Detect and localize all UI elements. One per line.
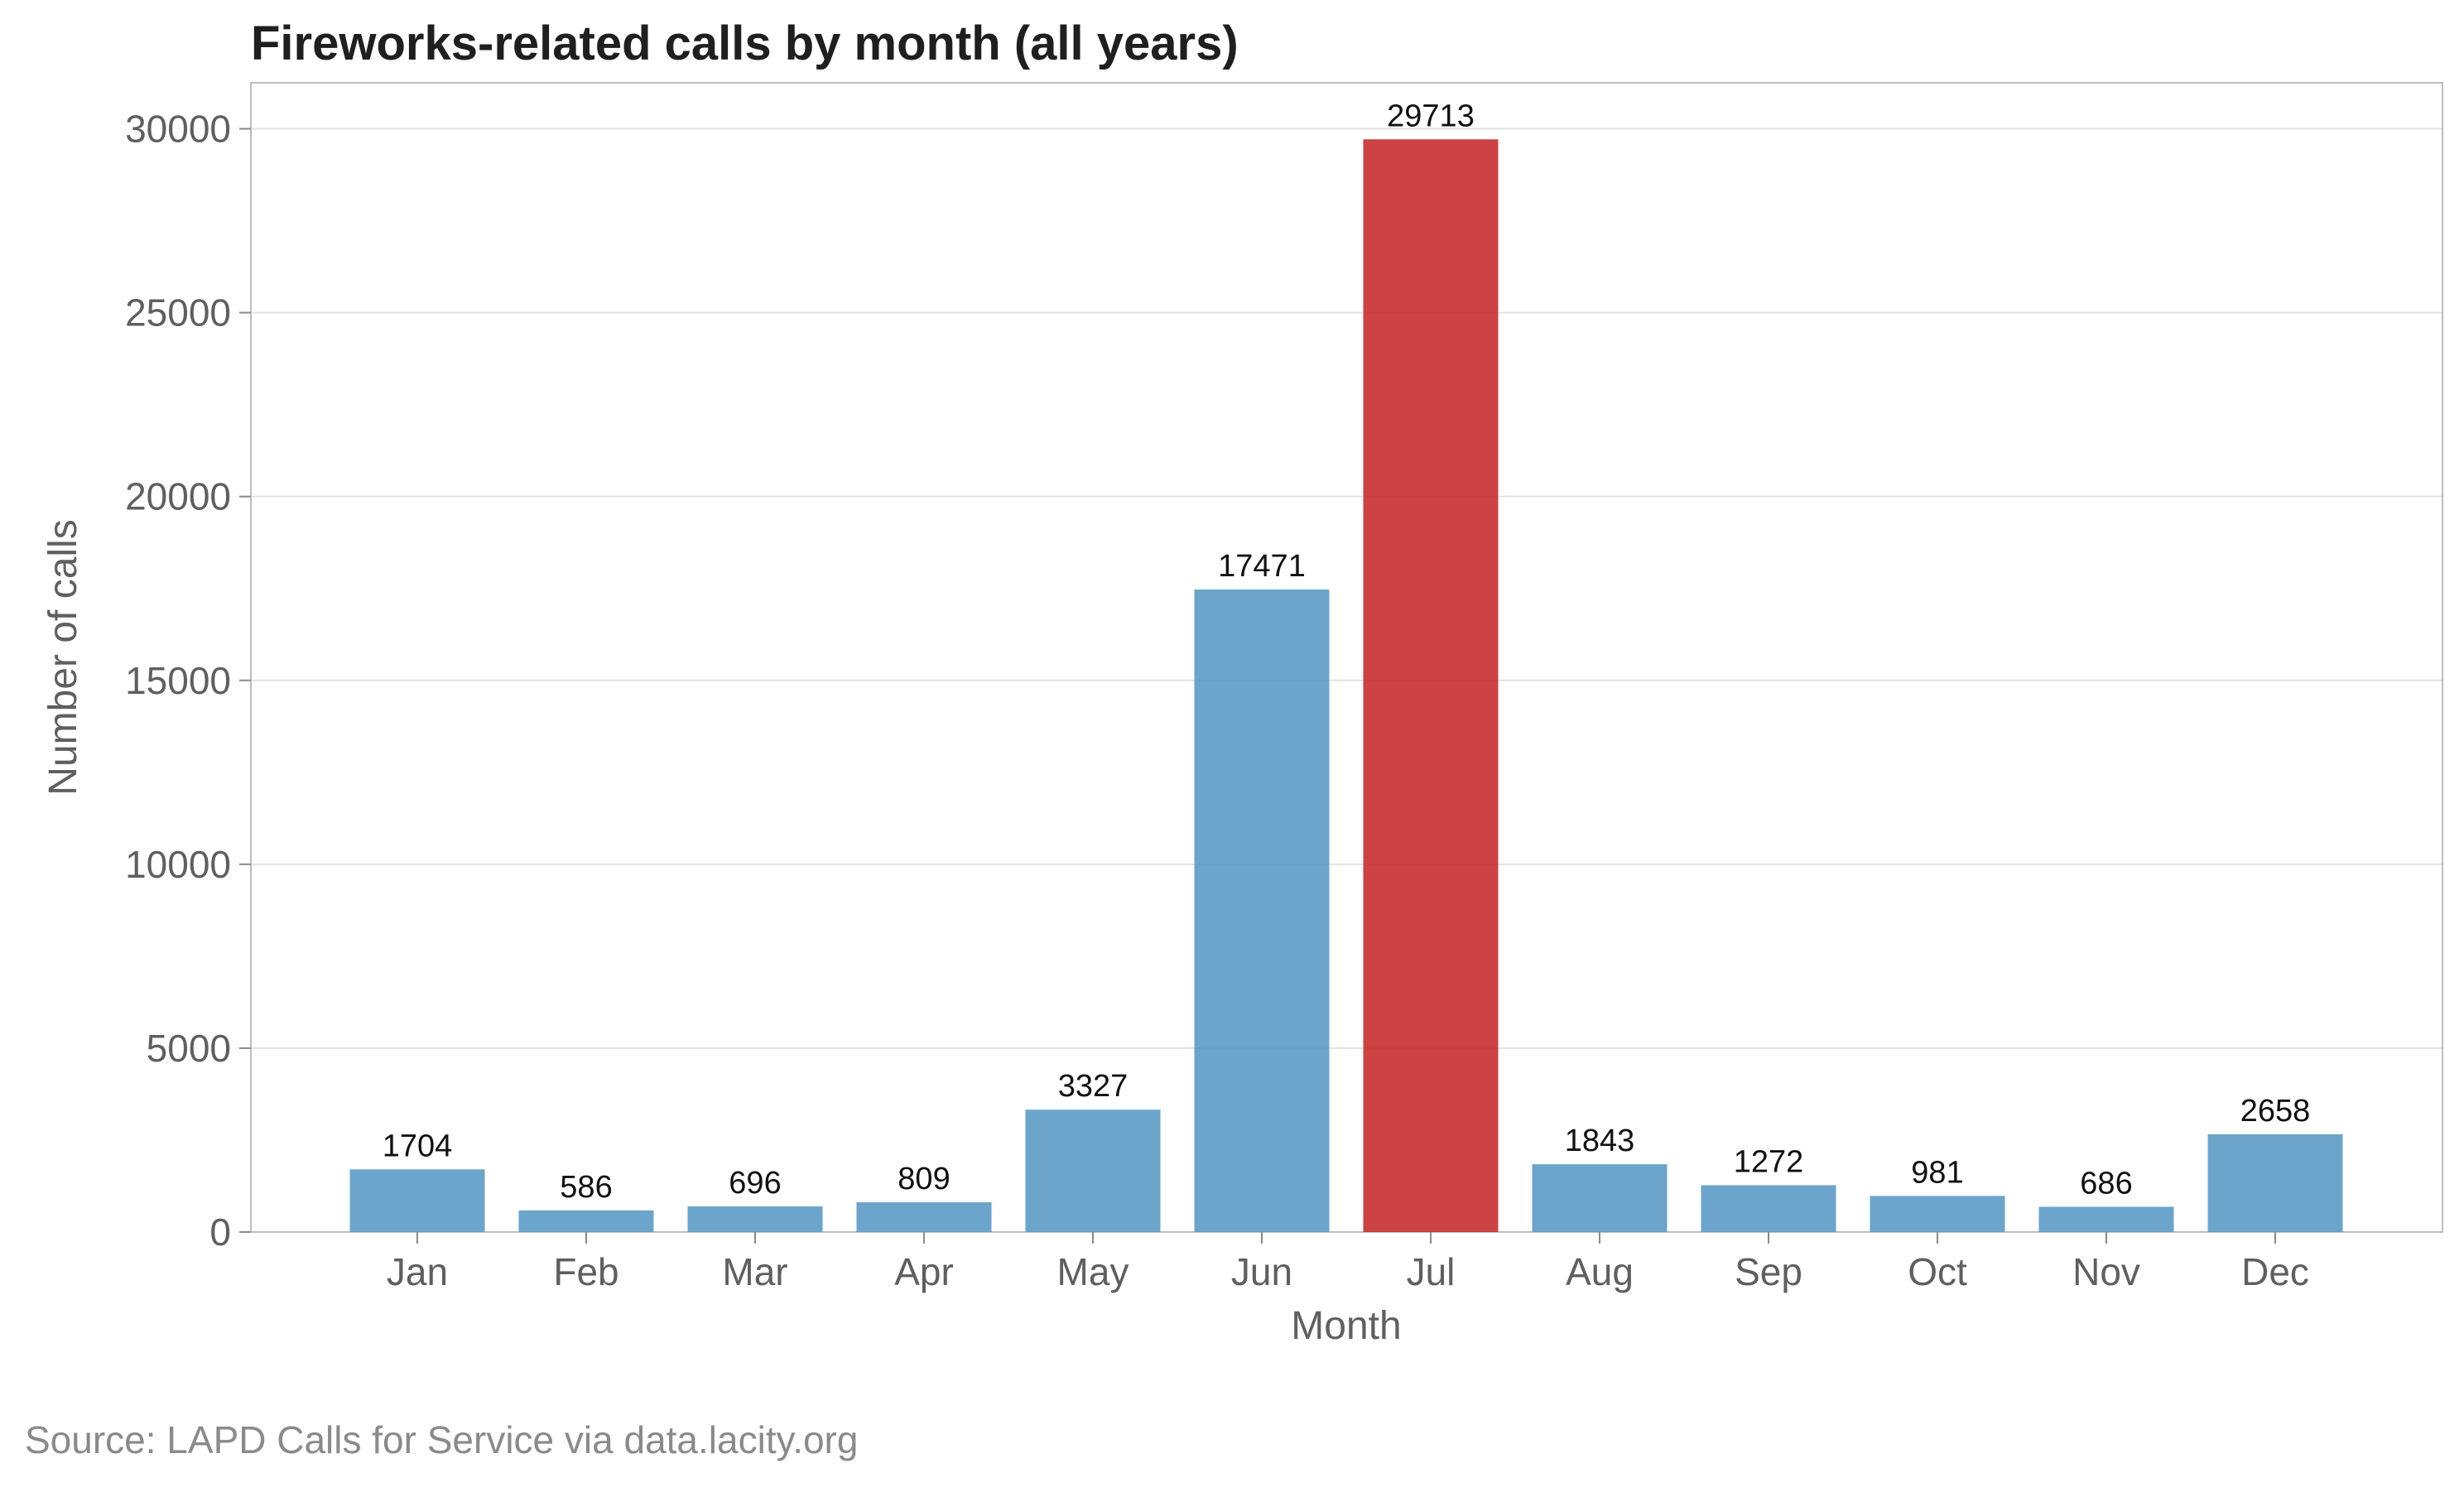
bar-jun — [1194, 590, 1330, 1232]
y-tick-label: 15000 — [125, 659, 231, 702]
x-tick-label-aug: Aug — [1566, 1250, 1634, 1293]
chart-title: Fireworks-related calls by month (all ye… — [251, 17, 1239, 70]
x-tick-label-dec: Dec — [2241, 1250, 2309, 1293]
plot-frame — [250, 82, 2443, 1233]
y-axis-label: Number of calls — [41, 519, 85, 795]
bar-apr — [856, 1202, 992, 1232]
data-label-dec: 2658 — [2240, 1094, 2311, 1129]
x-tick-label-may: May — [1057, 1250, 1129, 1293]
bar-sep — [1701, 1185, 1836, 1232]
source-note: Source: LAPD Calls for Service via data.… — [25, 1418, 858, 1461]
data-label-mar: 696 — [729, 1166, 781, 1201]
bar-jul — [1363, 139, 1499, 1233]
bar-aug — [1532, 1164, 1668, 1232]
x-tick-label-sep: Sep — [1735, 1250, 1802, 1293]
data-label-apr: 809 — [898, 1162, 950, 1196]
x-tick-label-mar: Mar — [722, 1250, 787, 1293]
x-tick-label-apr: Apr — [894, 1250, 954, 1293]
bar-mar — [687, 1206, 823, 1232]
data-label-sep: 1272 — [1734, 1145, 1804, 1180]
x-tick-label-nov: Nov — [2072, 1250, 2140, 1293]
y-tick-label: 25000 — [125, 291, 231, 334]
data-label-aug: 1843 — [1565, 1124, 1635, 1158]
x-tick-label-jun: Jun — [1231, 1250, 1292, 1293]
x-tick-label-jul: Jul — [1407, 1250, 1456, 1293]
bar-jan — [349, 1169, 485, 1232]
y-tick-label: 30000 — [125, 108, 231, 151]
bar-nov — [2038, 1206, 2174, 1232]
bar-may — [1025, 1109, 1161, 1232]
bar-oct — [1870, 1196, 2005, 1232]
y-tick-label: 10000 — [125, 843, 231, 886]
data-labels: 1704 586 696 809 3327 17471 29713 1843 1272 981 68… — [383, 99, 2311, 1205]
data-label-feb: 586 — [560, 1170, 612, 1205]
x-axis-label: Month — [1291, 1304, 1401, 1348]
data-label-may: 3327 — [1058, 1069, 1129, 1104]
y-tick-label: 0 — [209, 1210, 231, 1254]
x-tick-label-jan: Jan — [387, 1250, 448, 1293]
y-axis-ticks: 0 5000 10000 15000 20000 25000 30000 — [125, 108, 251, 1254]
bar-dec — [2207, 1133, 2343, 1232]
gridlines — [251, 128, 2442, 1049]
bars — [349, 139, 2343, 1233]
data-label-jun: 17471 — [1218, 549, 1306, 584]
y-tick-label: 20000 — [125, 475, 231, 518]
data-label-nov: 686 — [2080, 1167, 2132, 1201]
x-tick-label-oct: Oct — [1908, 1250, 1967, 1293]
data-label-jul: 29713 — [1387, 99, 1475, 133]
y-tick-label: 5000 — [147, 1027, 231, 1070]
x-tick-label-feb: Feb — [553, 1250, 618, 1293]
x-axis-ticks: Jan Feb Mar Apr May Jun Jul Aug Sep Oct Nov Dec — [387, 1232, 2309, 1293]
bar-feb — [518, 1210, 654, 1232]
data-label-oct: 981 — [1911, 1155, 1963, 1190]
data-label-jan: 1704 — [383, 1129, 453, 1163]
